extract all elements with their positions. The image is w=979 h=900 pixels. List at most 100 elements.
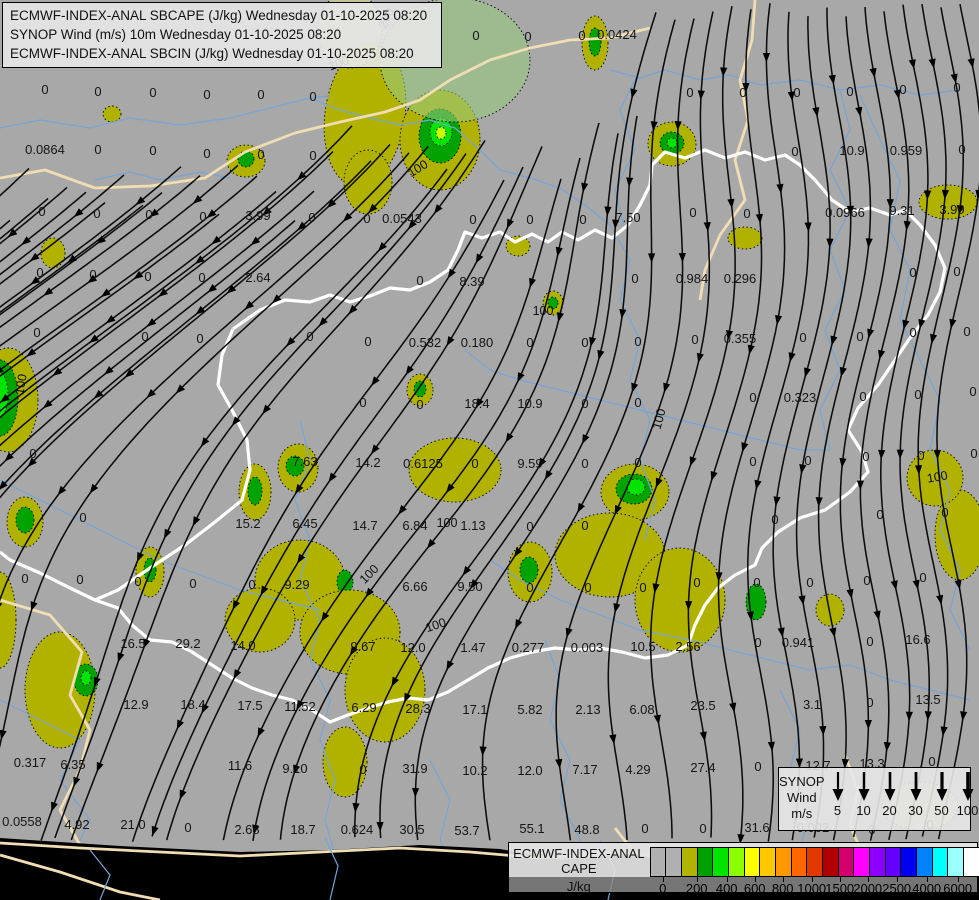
- station-value: 0: [21, 571, 28, 586]
- streamline-arrowhead-icon: [826, 238, 834, 249]
- streamline-arrowhead-icon: [869, 67, 877, 78]
- country-border-line: [0, 598, 92, 846]
- station-value: 2.13: [575, 702, 600, 717]
- streamline: [0, 166, 182, 309]
- station-value: 0.0424: [597, 27, 637, 42]
- streamline-arrowhead-icon: [96, 235, 107, 245]
- station-value: 0: [524, 29, 531, 44]
- streamline-arrowhead-icon: [967, 58, 975, 69]
- country-border-line: [698, 0, 757, 301]
- station-value: 0: [94, 142, 101, 157]
- streamline-arrowhead-icon: [226, 284, 237, 294]
- station-value: 0: [691, 332, 698, 347]
- streamline: [70, 139, 486, 841]
- streamline-arrowhead-icon: [918, 318, 926, 329]
- cape-color-cell: [948, 848, 965, 876]
- streamline-arrowhead-icon: [192, 195, 203, 204]
- streamline-arrowhead-icon: [206, 209, 217, 219]
- streamline-arrowhead-icon: [517, 372, 525, 383]
- cape-patch: [408, 437, 502, 503]
- station-value: 3.99: [245, 208, 270, 223]
- wind-legend-line3: m/s: [791, 806, 813, 821]
- station-value: 0.180: [461, 335, 494, 350]
- station-value: 0.296: [724, 271, 757, 286]
- station-value: 0: [699, 821, 706, 836]
- station-value: 0: [584, 580, 591, 595]
- streamline-arrowhead-icon: [754, 479, 762, 490]
- streamline-arrowhead-icon: [924, 711, 932, 721]
- station-value: 0: [144, 269, 151, 284]
- streamline-arrowhead-icon: [0, 366, 4, 373]
- streamline-arrowhead-icon: [326, 198, 337, 208]
- streamline: [0, 160, 372, 490]
- streamline-arrowhead-icon: [398, 504, 407, 515]
- wind-speed-label: 100: [956, 803, 979, 818]
- streamline-arrowhead-icon: [886, 199, 894, 209]
- station-value: 0: [631, 271, 638, 286]
- streamline-arrowhead-icon: [475, 397, 484, 408]
- streamline: [0, 202, 106, 285]
- streamline-arrowhead-icon: [653, 714, 661, 725]
- streamline-arrowhead-icon: [505, 432, 514, 443]
- streamline-arrowhead-icon: [262, 206, 272, 216]
- station-value: 5.82: [517, 702, 542, 717]
- cape-tick-label: 400: [715, 881, 738, 896]
- streamline-arrowhead-icon: [715, 572, 723, 582]
- cape-color-cell: [791, 848, 808, 876]
- station-value: 11.52: [284, 699, 316, 714]
- streamline-arrowhead-icon: [136, 551, 145, 563]
- streamline-arrowhead-icon: [878, 449, 886, 460]
- streamline: [279, 122, 600, 840]
- streamline: [717, 3, 786, 839]
- streamline-arrowhead-icon: [930, 333, 938, 344]
- cape-colorbar: 0 200 400 600 800 1000 1500 2000 2500 4000 6000: [649, 843, 979, 896]
- streamline-arrowhead-icon: [252, 824, 260, 835]
- station-value: 0: [953, 264, 960, 279]
- station-value: 0: [134, 574, 141, 589]
- wind-speed-label: 5: [833, 803, 842, 818]
- wind-legend-line1: SYNOP: [779, 774, 825, 789]
- streamline: [0, 167, 30, 197]
- station-value: 0: [739, 85, 746, 100]
- cape-tick: [782, 876, 785, 882]
- streamline-arrowhead-icon: [841, 758, 849, 769]
- streamline-arrowhead-icon: [447, 268, 456, 279]
- streamline-arrowhead-icon: [812, 107, 820, 118]
- cape-patch: [336, 569, 354, 595]
- station-value: 0: [526, 212, 533, 227]
- station-value: 0: [33, 325, 40, 340]
- station-value: 0: [416, 273, 423, 288]
- station-value: 0: [526, 580, 533, 595]
- streamline-arrowhead-icon: [890, 580, 898, 591]
- streamline-arrowhead-icon: [0, 393, 10, 403]
- streamline-arrowhead-icon: [175, 384, 186, 394]
- streamline: [555, 18, 695, 841]
- station-value: 9.10: [282, 761, 307, 776]
- station-value: 0: [639, 580, 646, 595]
- wind-arrow-icon: [936, 772, 948, 801]
- station-value: 0: [578, 28, 585, 43]
- station-value: 0.323: [784, 390, 817, 405]
- streamline-arrowhead-icon: [729, 702, 737, 713]
- streamline-arrowhead-icon: [597, 349, 605, 360]
- streamline-arrowhead-icon: [93, 389, 104, 399]
- streamline-arrowhead-icon: [799, 463, 807, 474]
- streamline-arrowhead-icon: [295, 483, 304, 494]
- streamline-arrowhead-icon: [912, 579, 920, 590]
- station-value: 0: [969, 384, 976, 399]
- streamline-arrowhead-icon: [427, 538, 436, 549]
- streamline-arrowhead-icon: [29, 252, 40, 262]
- streamline-arrowhead-icon: [742, 82, 750, 93]
- streamline-arrowhead-icon: [176, 719, 184, 730]
- streamline-arrowhead-icon: [164, 528, 172, 539]
- station-value: 0: [909, 265, 916, 280]
- station-value: 0: [581, 335, 588, 350]
- station-value: 16.5: [120, 636, 145, 651]
- streamline-arrowhead-icon: [194, 255, 205, 265]
- streamline-arrowhead-icon: [286, 337, 296, 347]
- cape-color-cell: [744, 848, 761, 876]
- streamline-arrowhead-icon: [93, 676, 101, 687]
- station-value: 0: [693, 575, 700, 590]
- streamline-arrowhead-icon: [51, 801, 58, 812]
- cape-tick: [867, 876, 870, 882]
